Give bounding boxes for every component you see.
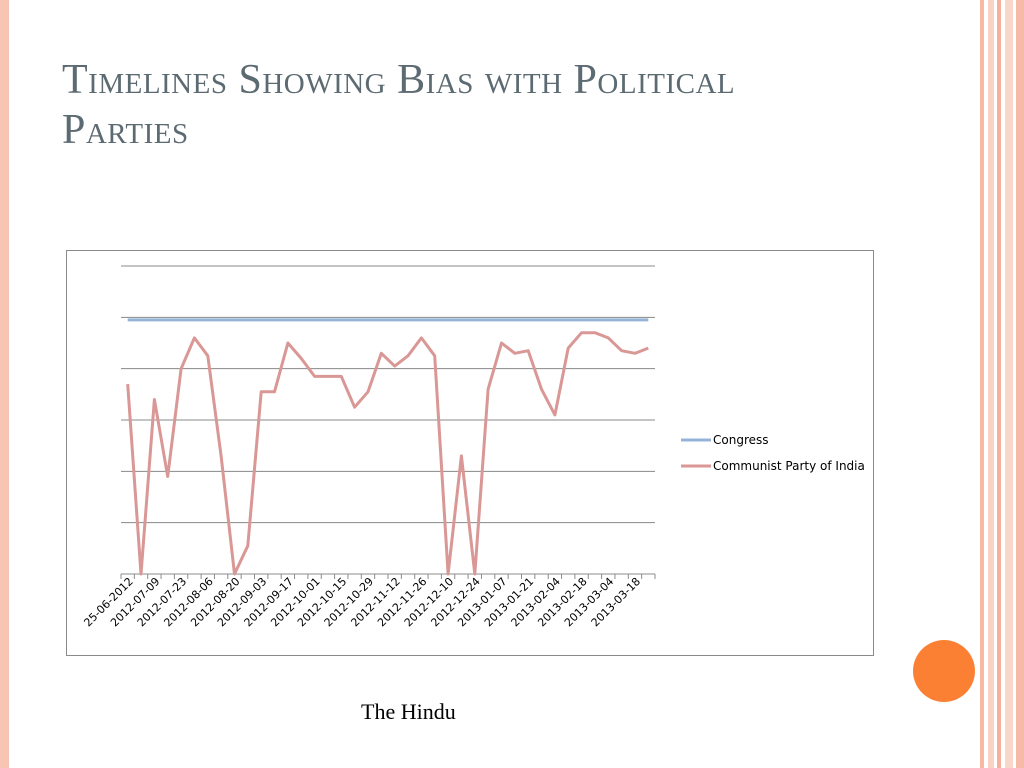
right-decor-stripe bbox=[980, 0, 984, 768]
right-decor-stripe bbox=[988, 0, 994, 768]
right-decor-stripe bbox=[1016, 0, 1024, 768]
right-decor-stripe bbox=[1005, 0, 1013, 768]
source-caption: The Hindu bbox=[361, 699, 456, 724]
decorative-orange-dot bbox=[913, 640, 975, 702]
slide-title: Timelines Showing Bias with Political Pa… bbox=[62, 57, 736, 153]
legend-label: Communist Party of India bbox=[713, 459, 865, 473]
series-line-cpi bbox=[126, 331, 649, 576]
line-chart: 25-06-20122012-07-092012-07-232012-08-06… bbox=[81, 265, 865, 629]
right-decor-stripe bbox=[997, 0, 1001, 768]
left-border-stripe bbox=[0, 0, 9, 768]
chart-frame: 25-06-2012 2012-07-09 2012-07-23 2012-08-06… bbox=[66, 250, 874, 656]
legend-label: Congress bbox=[713, 433, 769, 447]
